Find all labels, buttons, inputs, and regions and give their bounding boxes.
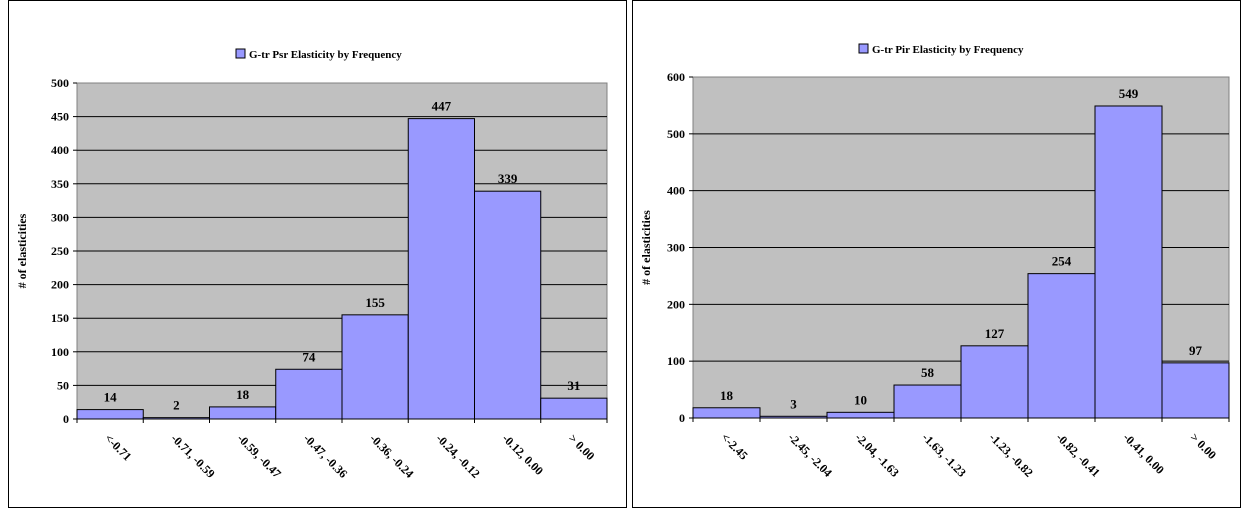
y-tick-label: 500 [51, 76, 69, 90]
data-label: 3 [790, 396, 797, 411]
bar [826, 411, 895, 419]
y-tick-label: 400 [51, 143, 69, 157]
x-tick-label: -0.47, -0.36 [301, 431, 350, 480]
y-axis-label: # of elasticities [639, 210, 653, 285]
legend-swatch [235, 48, 246, 59]
y-tick-label: 100 [667, 354, 685, 368]
legend-swatch [858, 43, 869, 54]
bar [759, 415, 828, 419]
bar [407, 118, 475, 420]
y-tick-label: 200 [667, 297, 685, 311]
bar [692, 407, 761, 419]
y-tick-label: 100 [51, 345, 69, 359]
data-label: 2 [173, 398, 180, 413]
x-tick-label: -0.12, 0.00 [500, 431, 547, 478]
y-tick-label: 250 [51, 244, 69, 258]
legend: G-tr Pir Elasticity by Frequency [858, 43, 1024, 56]
x-tick-label: -0.41, 0.00 [1120, 430, 1167, 477]
pir-elasticity-chart: 0 100 200 300 400 500 600 18 <-2.45 3 -2.45, -2.04… [639, 43, 1230, 480]
psr-elasticity-chart: 0 50 100 150 200 250 300 350 400 450 500 14 <-0.71 2 -… [15, 48, 608, 481]
data-label: 58 [921, 365, 935, 380]
y-tick-label: 500 [667, 127, 685, 141]
legend-label: G-tr Psr Elasticity by Frequency [249, 49, 402, 61]
y-tick-label: 200 [51, 278, 69, 292]
data-label: 155 [365, 295, 385, 310]
bar [142, 417, 210, 420]
x-tick-label: -0.59, -0.47 [235, 431, 284, 480]
data-label: 549 [1119, 86, 1139, 101]
bar [1027, 273, 1096, 419]
bar [960, 345, 1029, 419]
legend: G-tr Psr Elasticity by Frequency [235, 48, 402, 61]
x-tick-label: -0.36, -0.24 [367, 431, 416, 480]
y-tick-label: 300 [51, 210, 69, 224]
data-label: 254 [1052, 254, 1072, 269]
x-tick-label: -1.63, -1.23 [919, 430, 968, 479]
data-label: 74 [302, 349, 316, 364]
data-label: 97 [1189, 343, 1203, 358]
x-tick-label: -0.82, -0.41 [1053, 430, 1102, 479]
data-label: 127 [985, 326, 1005, 341]
y-tick-label: 450 [51, 110, 69, 124]
y-tick-label: 400 [667, 184, 685, 198]
y-tick-label: 0 [63, 412, 69, 426]
bar [893, 384, 962, 419]
bar [474, 190, 542, 420]
data-label: 339 [498, 171, 518, 186]
bar [76, 409, 144, 420]
y-axis-label: # of elasticities [15, 213, 29, 288]
bar [1161, 362, 1230, 419]
x-tick-label: <-2.45 [718, 430, 750, 462]
y-tick-label: 50 [57, 378, 69, 392]
data-label: 18 [720, 388, 734, 403]
x-tick-label: > 0.00 [566, 431, 598, 463]
y-tick-label: 350 [51, 177, 69, 191]
x-tick-label: -0.71, -0.59 [168, 431, 217, 480]
x-tick-label: -0.24, -0.12 [433, 431, 482, 480]
y-tick-label: 600 [667, 70, 685, 84]
data-label: 31 [567, 378, 580, 393]
data-label: 10 [854, 392, 867, 407]
bar [209, 406, 277, 420]
chart-panel-psr: 0 50 100 150 200 250 300 350 400 450 500 14 <-0.71 2 -… [8, 0, 627, 508]
x-tick-label: <-0.71 [102, 431, 134, 463]
x-tick-label: > 0.00 [1187, 430, 1219, 462]
bar [275, 368, 343, 420]
bar [1094, 105, 1163, 419]
bar [341, 314, 409, 420]
chart-panel-pir: 0 100 200 300 400 500 600 18 <-2.45 3 -2.45, -2.04… [632, 0, 1241, 508]
x-tick-label: -2.04, -1.63 [852, 430, 901, 479]
data-label: 14 [104, 390, 118, 405]
y-tick-label: 300 [667, 241, 685, 255]
y-tick-label: 0 [679, 411, 685, 425]
data-label: 447 [432, 99, 452, 114]
data-label: 18 [236, 387, 250, 402]
y-tick-label: 150 [51, 311, 69, 325]
legend-label: G-tr Pir Elasticity by Frequency [872, 44, 1024, 56]
x-tick-label: -1.23, -0.82 [986, 430, 1035, 479]
x-tick-label: -2.45, -2.04 [785, 430, 834, 479]
bar [540, 397, 608, 420]
